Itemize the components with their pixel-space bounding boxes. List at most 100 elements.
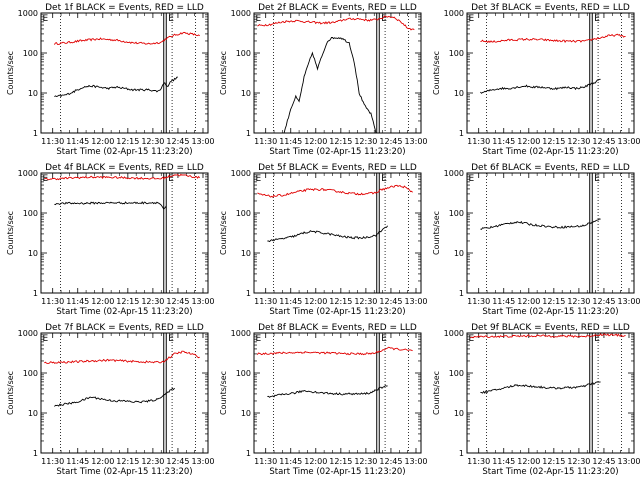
- x-axis-label: Start Time (02-Apr-15 11:23:20): [56, 307, 192, 317]
- event-marker-label: E: [381, 174, 387, 184]
- x-tick-label: 12:45: [379, 137, 402, 146]
- lld-series-line: [256, 346, 413, 356]
- x-tick-label: 12:00: [304, 137, 327, 146]
- x-tick-label: 12:15: [329, 457, 352, 466]
- x-tick-label: 11:45: [66, 137, 89, 146]
- y-tick-label: 1: [459, 449, 464, 458]
- y-tick-label: 100: [449, 49, 464, 58]
- y-tick-label: 100: [449, 369, 464, 378]
- event-marker-label: E: [168, 174, 174, 184]
- chart-title: Det 1f BLACK = Events, RED = LLD: [45, 3, 204, 13]
- y-tick-label: 100: [23, 209, 38, 218]
- x-tick-label: 11:45: [492, 137, 515, 146]
- y-tick-label: 100: [236, 209, 251, 218]
- plot-frame: [466, 332, 635, 454]
- event-marker-label: E: [256, 174, 262, 184]
- x-tick-label: 11:45: [66, 457, 89, 466]
- x-tick-label: 13:00: [617, 297, 640, 306]
- event-marker-label: E: [168, 14, 174, 24]
- y-axis-label: Counts/sec: [432, 51, 441, 95]
- x-tick-label: 12:00: [517, 297, 540, 306]
- y-tick-label: 1000: [18, 169, 38, 178]
- x-tick-label: 12:30: [567, 457, 590, 466]
- y-tick-label: 100: [449, 209, 464, 218]
- y-axis-label: Counts/sec: [6, 51, 15, 95]
- x-tick-label: 12:30: [141, 457, 164, 466]
- y-axis-label: Counts/sec: [219, 371, 228, 415]
- plot-frame: [466, 12, 635, 134]
- x-tick-label: 11:30: [254, 297, 277, 306]
- x-tick-label: 11:45: [492, 297, 515, 306]
- x-tick-label: 13:00: [404, 457, 427, 466]
- y-tick-label: 1: [33, 289, 38, 298]
- chart-title: Det 8f BLACK = Events, RED = LLD: [258, 323, 417, 333]
- chart-title: Det 7f BLACK = Events, RED = LLD: [45, 323, 204, 333]
- chart-panel-9: Det 9f BLACK = Events, RED = LLD 1 10 100 10…: [432, 323, 640, 477]
- x-axis-label: Start Time (02-Apr-15 11:23:20): [56, 147, 192, 157]
- x-tick-label: 13:00: [617, 137, 640, 146]
- chart-panel-3: Det 3f BLACK = Events, RED = LLD 1 10 100 10…: [432, 3, 640, 157]
- y-tick-label: 1: [246, 449, 251, 458]
- x-tick-label: 12:45: [592, 457, 615, 466]
- x-tick-label: 12:00: [91, 457, 114, 466]
- y-tick-label: 10: [241, 409, 251, 418]
- y-tick-label: 10: [241, 89, 251, 98]
- x-tick-label: 12:15: [116, 457, 139, 466]
- x-tick-label: 12:30: [567, 297, 590, 306]
- x-tick-label: 12:30: [567, 137, 590, 146]
- chart-panel-1: Det 1f BLACK = Events, RED = LLD 1 10 100 10…: [6, 3, 215, 157]
- y-tick-label: 10: [454, 89, 464, 98]
- lld-series-line: [480, 33, 626, 44]
- plot-frame: [253, 12, 422, 134]
- y-tick-label: 100: [23, 369, 38, 378]
- y-tick-label: 10: [28, 249, 38, 258]
- y-tick-label: 10: [454, 409, 464, 418]
- y-tick-label: 100: [23, 49, 38, 58]
- x-tick-label: 12:45: [166, 137, 189, 146]
- x-axis-label: Start Time (02-Apr-15 11:23:20): [482, 307, 618, 317]
- x-axis-label: Start Time (02-Apr-15 11:23:20): [482, 147, 618, 157]
- y-tick-label: 1000: [231, 9, 251, 18]
- plot-frame: [40, 12, 209, 134]
- x-axis-label: Start Time (02-Apr-15 11:23:20): [56, 467, 192, 477]
- x-tick-label: 12:30: [141, 297, 164, 306]
- events-series-line: [54, 76, 178, 98]
- x-tick-label: 13:00: [404, 297, 427, 306]
- y-tick-label: 1000: [231, 329, 251, 338]
- x-tick-label: 11:30: [41, 137, 64, 146]
- y-tick-label: 1000: [18, 9, 38, 18]
- y-tick-label: 1: [33, 449, 38, 458]
- y-axis-label: Counts/sec: [6, 211, 15, 255]
- chart-title: Det 2f BLACK = Events, RED = LLD: [258, 3, 417, 13]
- y-axis-label: Counts/sec: [6, 371, 15, 415]
- x-tick-label: 12:00: [304, 457, 327, 466]
- chart-title: Det 5f BLACK = Events, RED = LLD: [258, 163, 417, 173]
- x-tick-label: 11:30: [467, 457, 490, 466]
- y-tick-label: 1000: [444, 9, 464, 18]
- chart-title: Det 4f BLACK = Events, RED = LLD: [45, 163, 204, 173]
- lld-series-line: [44, 173, 201, 181]
- x-tick-label: 13:00: [191, 297, 214, 306]
- event-marker-label: E: [43, 14, 49, 24]
- chart-panel-2: Det 2f BLACK = Events, RED = LLD 1 10 100 10…: [219, 3, 428, 157]
- plot-frame: [253, 172, 422, 294]
- chart-panel-8: Det 8f BLACK = Events, RED = LLD 1 10 100 10…: [219, 323, 428, 477]
- event-marker-label: E: [256, 14, 262, 24]
- y-tick-label: 1: [33, 129, 38, 138]
- plot-frame: [40, 332, 209, 454]
- y-tick-label: 1000: [444, 169, 464, 178]
- chart-title: Det 3f BLACK = Events, RED = LLD: [471, 3, 630, 13]
- plot-frame: [466, 172, 635, 294]
- x-axis-label: Start Time (02-Apr-15 11:23:20): [269, 147, 405, 157]
- x-tick-label: 11:30: [41, 457, 64, 466]
- event-marker-label: E: [594, 334, 600, 344]
- y-tick-label: 1: [246, 289, 251, 298]
- x-tick-label: 12:00: [91, 297, 114, 306]
- y-tick-label: 100: [236, 49, 251, 58]
- x-tick-label: 13:00: [404, 137, 427, 146]
- chart-panel-7: Det 7f BLACK = Events, RED = LLD 1 10 100 10…: [6, 323, 215, 477]
- x-tick-label: 12:30: [141, 137, 164, 146]
- lld-series-line: [257, 184, 413, 198]
- lld-series-line: [470, 333, 626, 339]
